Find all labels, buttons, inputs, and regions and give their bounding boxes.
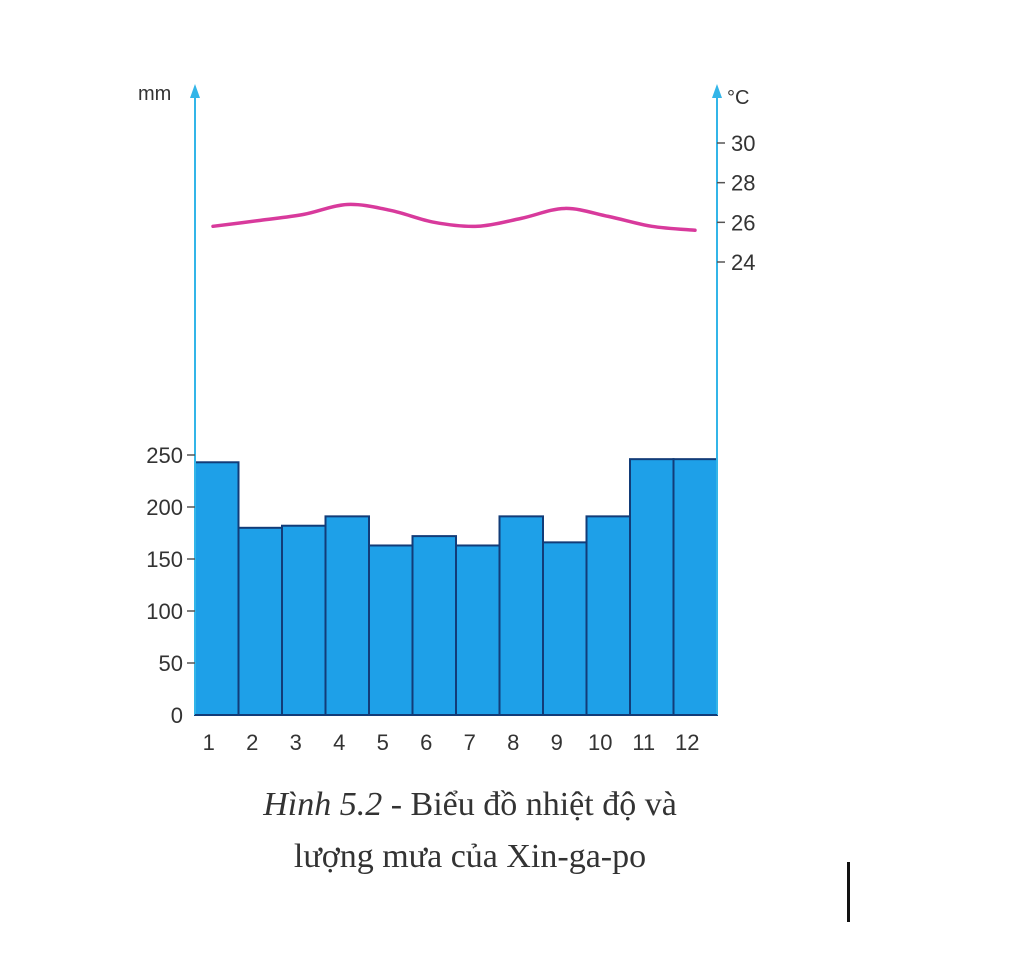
rainfall-bar: [194, 461, 240, 716]
x-tick-label: 1: [203, 730, 215, 755]
rainfall-bar: [281, 524, 327, 716]
temperature-line: [211, 202, 697, 233]
right-tick-label: 28: [731, 171, 755, 196]
temperature-series: [211, 202, 697, 233]
x-tick-label: 7: [464, 730, 476, 755]
x-tick-label: 10: [588, 730, 612, 755]
x-tick-label: 12: [675, 730, 699, 755]
figure-caption-line-1: Hình 5.2 - Biểu đồ nhiệt độ và: [120, 782, 820, 828]
left-tick-label: 200: [146, 495, 183, 520]
x-tick-label: 11: [632, 730, 655, 755]
rainfall-bar: [498, 515, 544, 716]
rainfall-bar: [585, 515, 631, 716]
rainfall-bar: [411, 535, 457, 716]
text-cursor: [847, 862, 850, 922]
x-tick-label: 5: [377, 730, 389, 755]
rainfall-bars: [194, 458, 718, 716]
left-tick-label: 150: [146, 547, 183, 572]
rainfall-bar: [324, 515, 370, 716]
figure-title-part-1: - Biểu đồ nhiệt độ và: [382, 786, 677, 823]
x-tick-label: 4: [333, 730, 345, 755]
rainfall-bar: [455, 544, 501, 716]
x-tick-label: 2: [246, 730, 258, 755]
figure-number: Hình 5.2: [263, 786, 383, 823]
chart-axes: [187, 84, 725, 716]
left-axis-arrow: [190, 84, 200, 98]
rainfall-bar: [542, 541, 588, 716]
rainfall-bar: [629, 458, 675, 716]
rainfall-bar: [368, 544, 414, 716]
left-tick-label: 100: [146, 599, 183, 624]
x-tick-label: 6: [420, 730, 432, 755]
x-tick-label: 3: [290, 730, 302, 755]
right-tick-label: 24: [731, 250, 755, 275]
left-axis-unit: mm: [138, 83, 171, 105]
left-tick-label: 0: [171, 703, 183, 728]
rainfall-bar: [672, 458, 718, 716]
figure-title-part-2: lượng mưa của Xin-ga-po: [293, 838, 647, 875]
right-tick-label: 30: [731, 131, 755, 156]
right-tick-label: 26: [731, 210, 755, 235]
left-tick-label: 50: [159, 651, 183, 676]
right-axis-arrow: [712, 84, 722, 98]
figure-caption-line-2: lượng mưa của Xin-ga-po: [120, 834, 820, 880]
rainfall-bar: [237, 526, 283, 716]
x-tick-label: 8: [507, 730, 519, 755]
x-tick-label: 9: [551, 730, 563, 755]
right-axis-unit: °C: [727, 87, 749, 109]
left-tick-label: 250: [146, 443, 183, 468]
